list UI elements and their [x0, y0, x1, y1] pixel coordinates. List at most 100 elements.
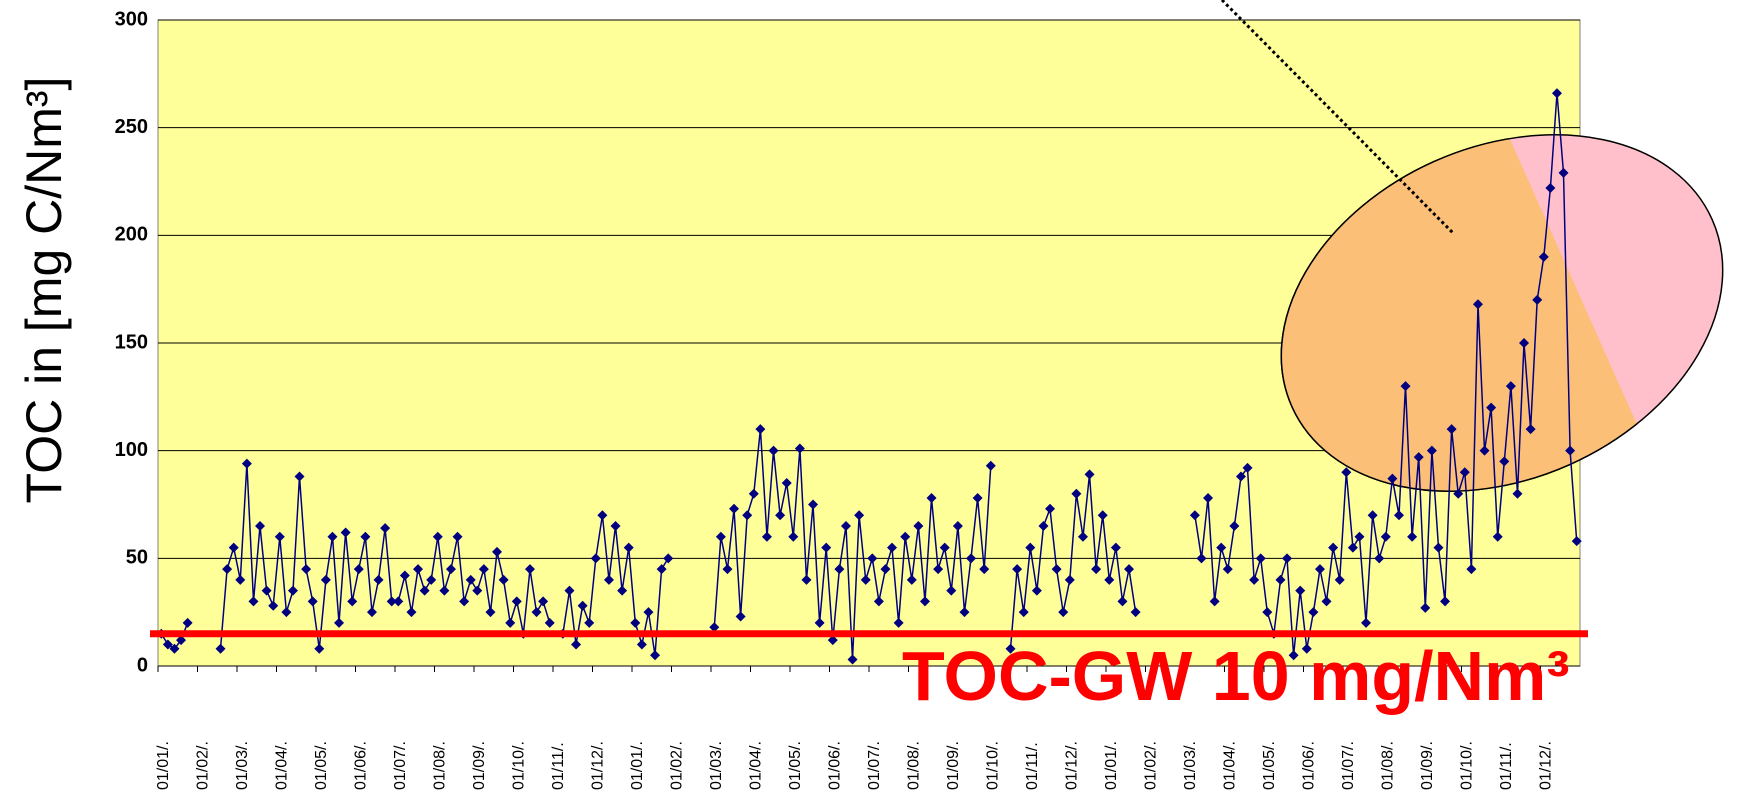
data-point — [1551, 88, 1562, 99]
x-tick-label: 01/11/. — [1024, 742, 1041, 790]
data-point — [472, 585, 483, 596]
data-point — [215, 643, 226, 654]
data-point — [406, 607, 417, 618]
data-point — [1374, 553, 1385, 564]
data-point — [768, 445, 779, 456]
data-point — [860, 574, 871, 585]
x-tick-label: 01/06/. — [1301, 741, 1318, 790]
data-point — [1361, 617, 1372, 628]
data-point — [360, 531, 371, 542]
data-point — [1538, 251, 1549, 262]
data-point — [459, 596, 470, 607]
data-point — [1571, 536, 1582, 547]
x-tick-label: 01/01/. — [155, 741, 172, 790]
data-point — [241, 458, 252, 469]
data-point — [1321, 596, 1332, 607]
data-point — [1558, 167, 1569, 178]
data-point — [1459, 467, 1470, 478]
data-point — [788, 531, 799, 542]
data-point — [373, 574, 384, 585]
data-point — [366, 607, 377, 618]
data-point — [584, 617, 595, 628]
data-point — [1479, 445, 1490, 456]
data-point — [353, 564, 364, 575]
data-point — [801, 574, 812, 585]
data-point — [946, 585, 957, 596]
data-point — [485, 607, 496, 618]
data-point — [755, 424, 766, 435]
data-point — [761, 531, 772, 542]
data-point — [1301, 643, 1312, 654]
data-point — [1288, 650, 1299, 661]
data-point — [1110, 542, 1121, 553]
data-point — [1492, 531, 1503, 542]
data-point — [445, 564, 456, 575]
data-point — [1209, 596, 1220, 607]
x-tick-label: 01/08/. — [906, 741, 923, 790]
data-point — [248, 596, 259, 607]
data-point — [1400, 381, 1411, 392]
x-tick-label: 01/09/. — [1419, 741, 1436, 790]
data-point — [1064, 574, 1075, 585]
data-point — [274, 531, 285, 542]
data-point — [1058, 607, 1069, 618]
x-tick-label: 01/10/. — [985, 741, 1002, 790]
data-point — [821, 542, 832, 553]
data-point — [386, 596, 397, 607]
y-axis-label: TOC in [mg C/Nm³] — [16, 77, 72, 504]
data-point — [834, 564, 845, 575]
data-point — [222, 564, 233, 575]
data-point — [1512, 488, 1523, 499]
data-point — [452, 531, 463, 542]
y-tick-label: 300 — [115, 8, 148, 30]
data-point — [952, 521, 963, 532]
data-point — [1104, 574, 1115, 585]
data-point — [1262, 607, 1273, 618]
data-point — [1387, 473, 1398, 484]
data-point — [228, 542, 239, 553]
data-point — [650, 650, 661, 661]
data-point — [1051, 564, 1062, 575]
data-point — [781, 477, 792, 488]
x-tick-label: 01/05/. — [313, 741, 330, 790]
data-point — [1525, 424, 1536, 435]
data-point — [498, 574, 509, 585]
x-tick-label: 01/05/. — [787, 741, 804, 790]
data-point — [1413, 452, 1424, 463]
data-point — [926, 493, 937, 504]
data-point — [840, 521, 851, 532]
data-point — [1486, 402, 1497, 413]
data-point — [314, 643, 325, 654]
data-point — [919, 596, 930, 607]
data-point — [1341, 467, 1352, 478]
data-point — [1393, 510, 1404, 521]
pointer-line — [1220, 0, 1456, 236]
x-tick-label: 01/07/. — [392, 741, 409, 790]
data-point — [1196, 553, 1207, 564]
data-point — [182, 617, 193, 628]
data-point — [544, 617, 555, 628]
y-tick-label: 250 — [115, 116, 148, 138]
data-point — [1420, 602, 1431, 613]
y-tick-label: 200 — [115, 224, 148, 246]
data-point — [340, 527, 351, 538]
x-tick-label: 01/12/. — [590, 741, 607, 790]
x-tick-label: 01/03/. — [1182, 741, 1199, 790]
data-point — [426, 574, 437, 585]
x-tick-label: 01/04/. — [748, 741, 765, 790]
data-point — [1084, 469, 1095, 480]
data-point — [1012, 564, 1023, 575]
x-tick-label: 01/02/. — [1143, 741, 1160, 790]
data-point — [1505, 381, 1516, 392]
data-point — [1031, 585, 1042, 596]
data-point — [334, 617, 345, 628]
data-point — [1025, 542, 1036, 553]
data-point — [636, 639, 647, 650]
data-point — [281, 607, 292, 618]
data-point — [1314, 564, 1325, 575]
x-tick-label: 01/01/. — [629, 741, 646, 790]
data-point — [307, 596, 318, 607]
data-point — [597, 510, 608, 521]
x-tick-label: 01/10/. — [511, 741, 528, 790]
data-point — [939, 542, 950, 553]
